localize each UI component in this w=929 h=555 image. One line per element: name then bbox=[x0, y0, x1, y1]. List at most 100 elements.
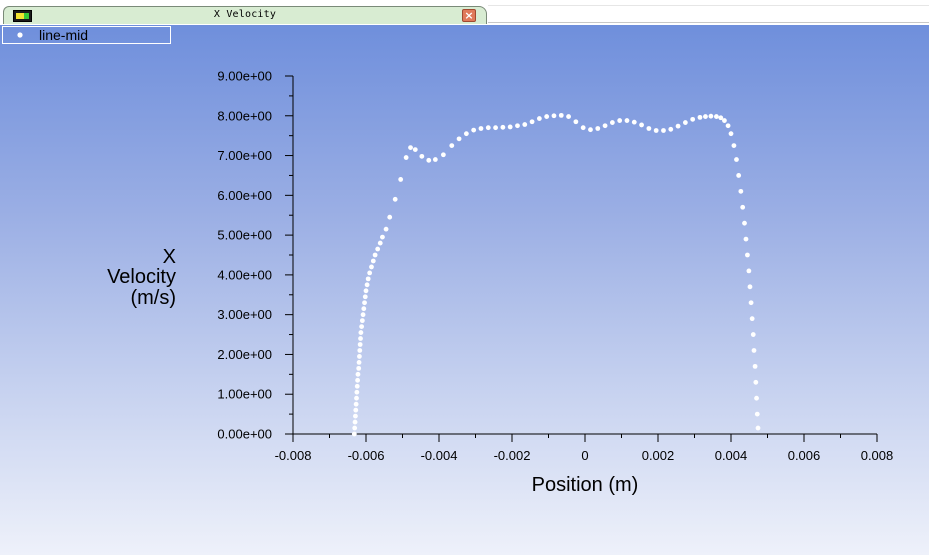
data-point bbox=[609, 120, 615, 125]
tab-bar: X Velocity × bbox=[0, 0, 929, 25]
data-point bbox=[750, 332, 756, 337]
legend-marker bbox=[17, 32, 23, 38]
data-point bbox=[352, 425, 358, 431]
data-point bbox=[522, 122, 528, 127]
data-point bbox=[353, 413, 358, 419]
legend-entry: line-mid bbox=[39, 27, 88, 43]
plot-area: line-mid 0.00e+00 1.00e+00 2.00e+00 3.00e+0… bbox=[0, 25, 929, 555]
data-point bbox=[722, 118, 727, 123]
data-point bbox=[408, 145, 413, 150]
window-app-icon bbox=[13, 10, 32, 22]
x-tick-label: 0.006 bbox=[788, 448, 821, 463]
x-tick-label: -0.006 bbox=[348, 448, 385, 463]
legend: line-mid bbox=[2, 26, 171, 44]
data-point bbox=[412, 147, 418, 152]
y-tick-label: 8.00e+00 bbox=[217, 108, 272, 123]
data-point bbox=[742, 220, 747, 226]
x-tick-label: -0.004 bbox=[421, 448, 458, 463]
data-point bbox=[360, 312, 366, 318]
data-point bbox=[754, 395, 759, 401]
x-tick-label: -0.002 bbox=[494, 448, 531, 463]
data-point bbox=[372, 252, 378, 258]
data-point bbox=[734, 157, 739, 162]
data-point bbox=[639, 122, 644, 128]
data-point bbox=[725, 123, 731, 129]
data-point bbox=[529, 119, 535, 125]
close-icon[interactable]: × bbox=[462, 9, 476, 22]
data-point bbox=[749, 316, 755, 322]
x-tick-label: -0.008 bbox=[275, 448, 312, 463]
data-point bbox=[754, 411, 760, 417]
data-point bbox=[690, 116, 696, 122]
data-point bbox=[551, 113, 557, 119]
data-point bbox=[353, 407, 359, 413]
data-point bbox=[358, 330, 364, 335]
data-point bbox=[426, 157, 432, 163]
data-point bbox=[714, 114, 719, 119]
data-point bbox=[355, 371, 361, 377]
data-point bbox=[398, 177, 404, 182]
legend-box bbox=[2, 26, 171, 44]
data-point bbox=[463, 131, 469, 137]
data-points bbox=[351, 112, 761, 437]
data-point bbox=[617, 118, 623, 123]
data-point bbox=[755, 425, 761, 431]
data-point bbox=[736, 173, 742, 178]
data-point bbox=[731, 143, 737, 149]
axes: 0.00e+00 1.00e+00 2.00e+00 3.00e+00 4.00e+00… bbox=[217, 69, 893, 464]
data-point bbox=[668, 126, 674, 132]
data-point bbox=[536, 116, 542, 121]
data-point bbox=[558, 112, 564, 118]
data-point bbox=[728, 131, 734, 137]
data-point bbox=[703, 114, 708, 119]
data-point bbox=[646, 126, 652, 131]
data-point bbox=[745, 252, 750, 258]
y-tick-label: 7.00e+00 bbox=[217, 148, 272, 163]
data-point bbox=[362, 294, 368, 300]
data-point bbox=[357, 342, 363, 347]
data-point bbox=[354, 395, 359, 401]
y-axis-label-line-1: X bbox=[163, 246, 176, 268]
data-point bbox=[485, 125, 491, 131]
data-point bbox=[478, 126, 484, 131]
data-point bbox=[661, 128, 666, 133]
x-axis-label: Position (m) bbox=[532, 474, 639, 496]
tab-x-velocity[interactable]: X Velocity × bbox=[3, 6, 487, 24]
data-point bbox=[364, 282, 370, 288]
data-point bbox=[356, 360, 362, 365]
data-point bbox=[682, 120, 688, 125]
data-point bbox=[352, 419, 358, 425]
data-point bbox=[369, 264, 374, 270]
tab-bar-top-line bbox=[488, 5, 929, 6]
y-tick-label: 5.00e+00 bbox=[217, 228, 272, 243]
data-point bbox=[432, 157, 438, 162]
data-point bbox=[515, 123, 520, 129]
data-point bbox=[624, 118, 630, 123]
data-point bbox=[367, 270, 373, 276]
data-point bbox=[588, 127, 593, 133]
data-point bbox=[355, 377, 361, 383]
y-axis-label-line-3: (m/s) bbox=[130, 287, 176, 309]
data-point bbox=[471, 127, 477, 133]
data-point bbox=[403, 155, 409, 160]
data-point bbox=[392, 196, 398, 202]
data-point bbox=[354, 383, 360, 389]
data-point bbox=[602, 123, 608, 129]
data-point bbox=[740, 204, 746, 210]
data-point bbox=[363, 288, 369, 294]
data-point bbox=[746, 268, 752, 274]
data-point bbox=[566, 114, 571, 119]
data-point bbox=[375, 246, 381, 252]
data-point bbox=[573, 119, 579, 125]
data-point bbox=[493, 125, 498, 131]
x-tick-label: 0 bbox=[581, 448, 588, 463]
data-point bbox=[383, 226, 389, 232]
data-point bbox=[580, 125, 586, 131]
data-point bbox=[595, 126, 601, 131]
data-point bbox=[718, 115, 724, 121]
data-point bbox=[380, 234, 385, 240]
tab-title: X Velocity bbox=[213, 9, 277, 20]
data-point bbox=[354, 389, 360, 395]
data-point bbox=[361, 306, 367, 312]
data-point bbox=[365, 276, 371, 282]
